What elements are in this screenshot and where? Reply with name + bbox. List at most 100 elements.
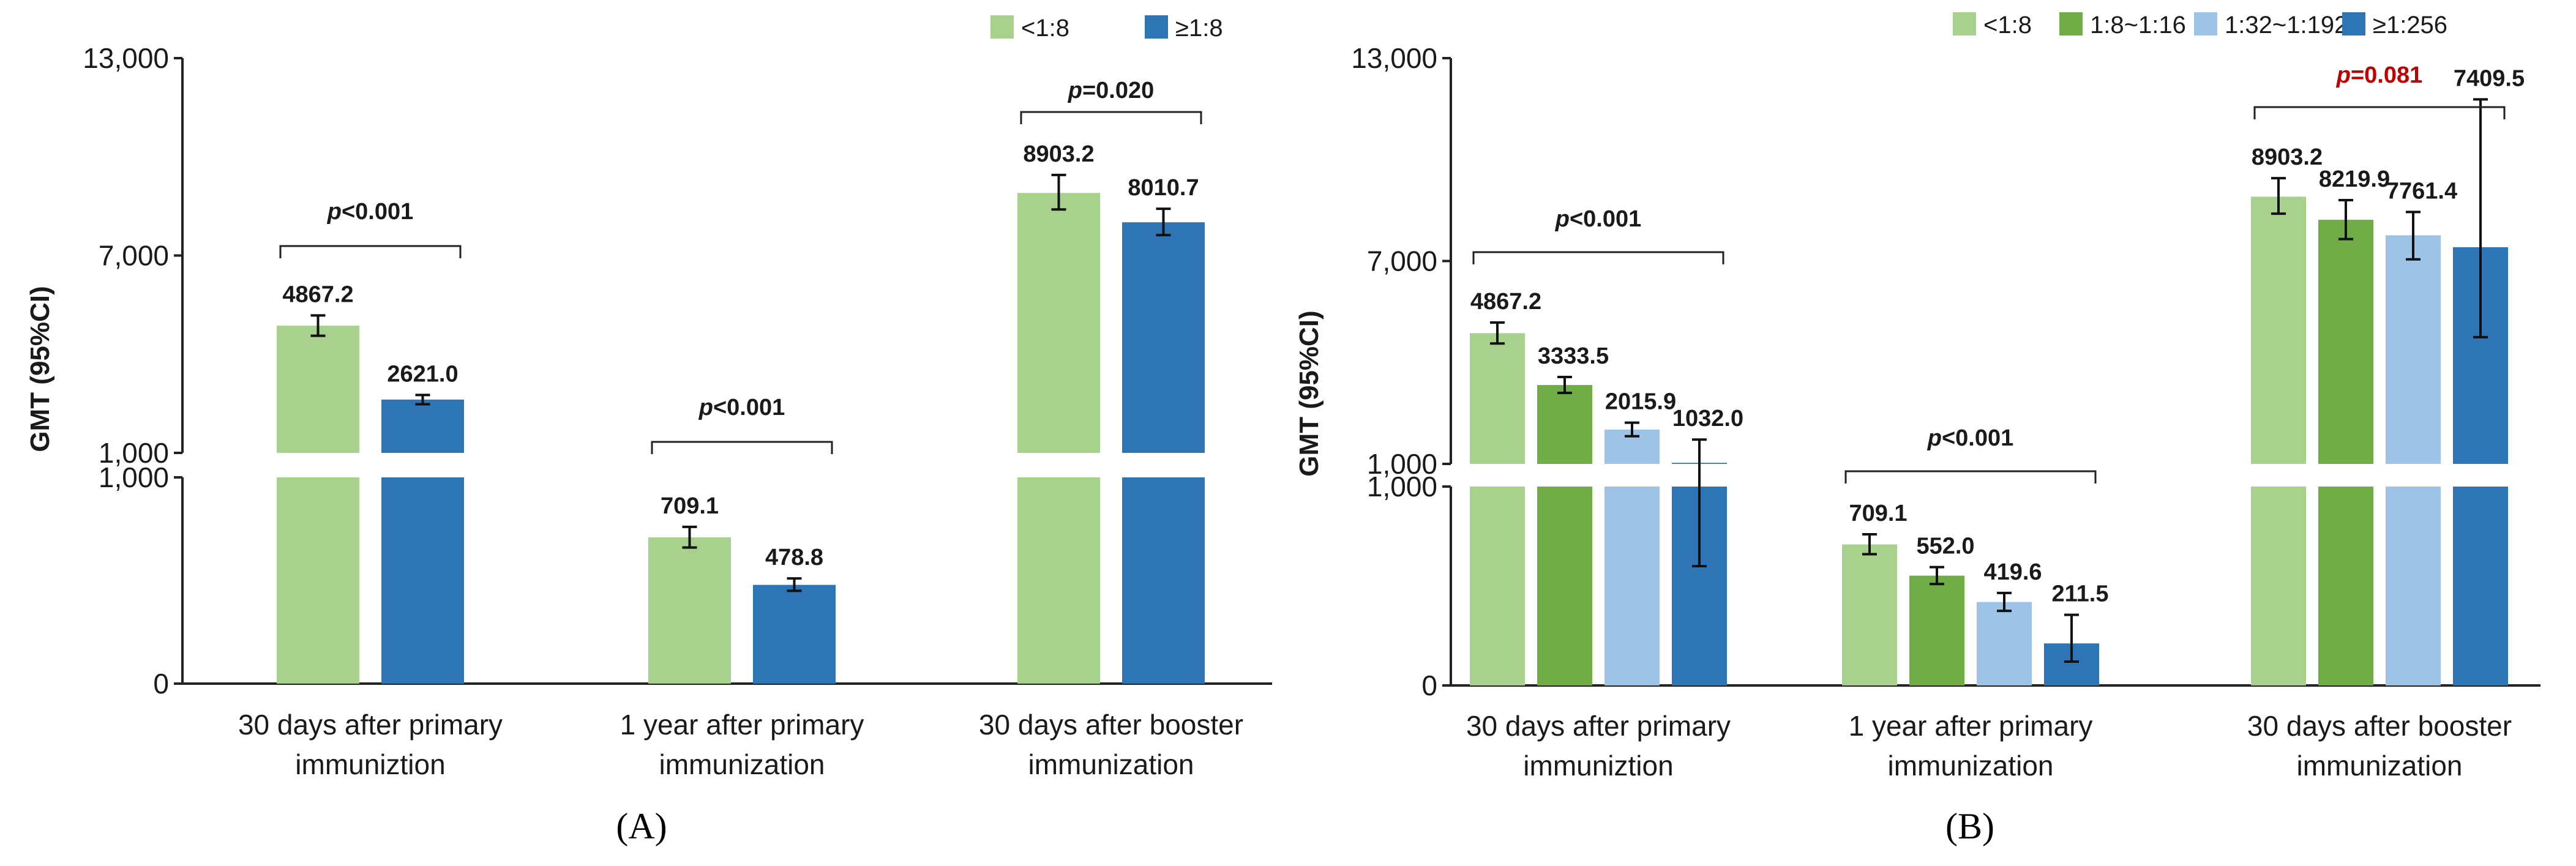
p-value-label: p=0.081 — [2336, 62, 2423, 88]
bar-lower — [2386, 487, 2441, 685]
y-tick-label: 1,000 — [1367, 471, 1437, 502]
bar-upper — [1122, 222, 1205, 453]
y-tick-label: 13,000 — [83, 42, 169, 74]
p-value-label: p<0.001 — [327, 199, 414, 225]
significance-bracket — [2253, 106, 2506, 119]
bar-lower — [2453, 487, 2508, 685]
panel-label: (B) — [1945, 806, 1994, 846]
y-tick-label: 13,000 — [1351, 42, 1437, 74]
significance-bracket — [279, 245, 462, 258]
data-label: 8903.2 — [2252, 144, 2323, 170]
y-tick-label: 7,000 — [1367, 245, 1437, 277]
bar-upper — [1537, 385, 1592, 464]
y-axis-title: GMT (95%CI) — [1294, 310, 1324, 476]
bar-upper — [1017, 193, 1100, 453]
data-label: 7409.5 — [2454, 65, 2525, 91]
p-symbol: p — [327, 199, 342, 225]
bar-lower — [1122, 477, 1205, 684]
bar-upper — [277, 326, 359, 453]
x-tick-label-line1: 30 days after primary — [1466, 710, 1731, 742]
p-value-label: p<0.001 — [1927, 425, 2014, 451]
p-value-label: p=0.020 — [1068, 78, 1155, 103]
p-value-text: =0.020 — [1082, 78, 1154, 103]
bar-lower — [2251, 487, 2306, 685]
x-tick-label-line2: immuniztion — [1523, 750, 1673, 782]
x-tick-label-line2: immuniztion — [295, 748, 445, 780]
legend-label: ≥1:8 — [1175, 15, 1223, 42]
significance-bracket — [651, 441, 833, 454]
data-label: 7761.4 — [2386, 178, 2457, 204]
x-tick-label-line2: immunization — [1028, 748, 1194, 780]
data-label: 3333.5 — [1538, 343, 1609, 369]
data-label: 419.6 — [1983, 559, 2042, 585]
legend-label: 1:8~1:16 — [2090, 12, 2186, 39]
x-tick-label-line1: 30 days after booster — [2247, 710, 2512, 742]
y-tick-label: 1,000 — [99, 437, 169, 469]
legend-swatch — [1145, 15, 1168, 39]
bar-lower — [1537, 487, 1592, 685]
data-label: 552.0 — [1916, 534, 1974, 559]
data-label: 4867.2 — [1470, 289, 1541, 315]
data-label: 4867.2 — [282, 282, 353, 307]
data-label: 2015.9 — [1605, 389, 1676, 415]
significance-bracket — [1020, 111, 1202, 124]
x-tick-label-line1: 30 days after booster — [979, 709, 1243, 741]
legend-swatch — [990, 15, 1014, 39]
x-tick-label-line1: 1 year after primary — [620, 709, 864, 741]
bar-lower — [1604, 487, 1660, 685]
bar-upper — [381, 399, 464, 453]
x-tick-label-line2: immunization — [659, 748, 825, 780]
p-symbol: p — [1555, 206, 1570, 232]
legend-label: <1:8 — [1021, 15, 1069, 42]
p-value-label: p<0.001 — [698, 395, 785, 420]
bar — [753, 584, 836, 684]
p-value-text: <0.001 — [342, 199, 413, 225]
data-label: 1032.0 — [1672, 406, 1743, 431]
bar — [1909, 575, 1964, 685]
bar-lower — [277, 477, 359, 684]
legend-swatch — [2342, 12, 2365, 35]
bar — [1842, 544, 1897, 685]
p-value-text: <0.001 — [1942, 425, 2013, 451]
legend-label: 1:32~1:192 — [2225, 12, 2348, 39]
p-value-text: <0.001 — [713, 395, 785, 420]
bar-lower — [2318, 487, 2373, 685]
legend-label: ≥1:256 — [2373, 12, 2447, 39]
bar-lower — [1470, 487, 1525, 685]
x-tick-label-line2: immunization — [2297, 750, 2463, 782]
bar-upper — [2251, 196, 2306, 464]
legend-swatch — [1953, 12, 1976, 35]
p-symbol: p — [1927, 425, 1942, 451]
bar-upper — [2318, 220, 2373, 464]
bar-lower — [381, 477, 464, 684]
y-tick-label: 0 — [1421, 670, 1437, 701]
p-value-text: =0.081 — [2351, 62, 2422, 88]
legend-label: <1:8 — [1983, 12, 2032, 39]
significance-bracket — [1472, 251, 1724, 264]
legend-swatch — [2059, 12, 2083, 35]
data-label: 709.1 — [1849, 501, 1907, 526]
y-tick-label: 7,000 — [99, 240, 169, 272]
data-label: 8219.9 — [2319, 166, 2390, 192]
p-value-text: <0.001 — [1570, 206, 1641, 232]
y-tick-label: 0 — [153, 668, 169, 700]
y-axis-title: GMT (95%CI) — [25, 286, 55, 452]
bar-upper — [2386, 235, 2441, 464]
p-value-label: p<0.001 — [1555, 206, 1642, 232]
legend-swatch — [2194, 12, 2217, 35]
data-label: 709.1 — [661, 493, 719, 519]
data-label: 8903.2 — [1023, 141, 1094, 167]
bar — [648, 537, 731, 684]
bar-lower — [1017, 477, 1100, 684]
data-label: 478.8 — [765, 545, 823, 570]
x-tick-label-line2: immunization — [1888, 750, 2054, 782]
bar — [1977, 602, 2032, 685]
bar-upper — [1470, 333, 1525, 464]
data-label: 2621.0 — [387, 361, 458, 387]
panel-label: (A) — [616, 806, 667, 846]
y-tick-label: 1,000 — [1367, 448, 1437, 480]
x-tick-label-line1: 30 days after primary — [238, 709, 503, 741]
y-tick-label: 1,000 — [99, 461, 169, 493]
